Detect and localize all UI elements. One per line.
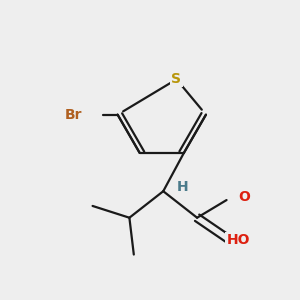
Text: S: S bbox=[172, 72, 182, 86]
Text: O: O bbox=[238, 190, 250, 204]
Text: H: H bbox=[176, 180, 188, 194]
Text: HO: HO bbox=[226, 233, 250, 247]
Text: Br: Br bbox=[65, 108, 82, 122]
